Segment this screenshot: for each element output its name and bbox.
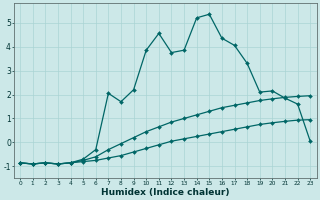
X-axis label: Humidex (Indice chaleur): Humidex (Indice chaleur): [101, 188, 229, 197]
